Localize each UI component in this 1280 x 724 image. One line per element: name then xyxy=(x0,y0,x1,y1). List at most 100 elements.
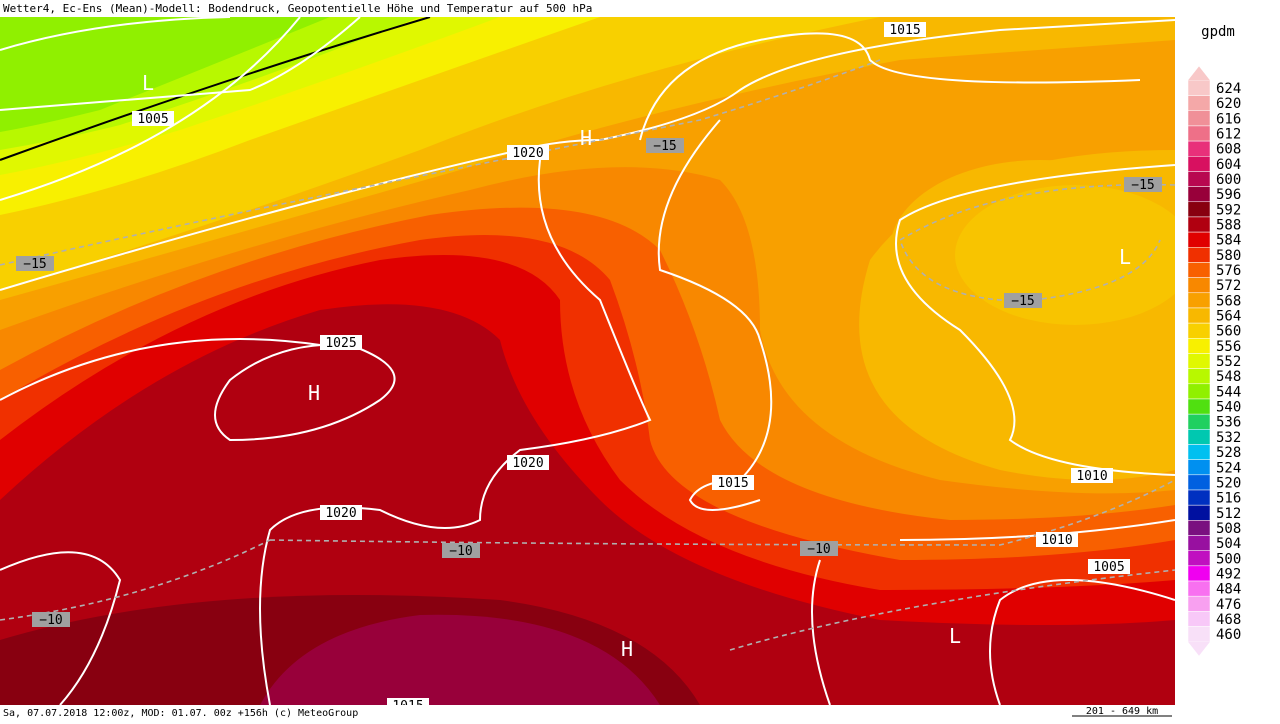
isotherm-label: −10 xyxy=(39,613,62,628)
legend-label: 620 xyxy=(1216,96,1241,112)
legend-unit: gpdm xyxy=(1201,24,1235,40)
isobar xyxy=(214,343,396,442)
map xyxy=(0,17,1175,705)
isobar-label-box xyxy=(1071,468,1113,483)
legend-swatch xyxy=(1187,95,1211,112)
legend-arrow-top xyxy=(1188,66,1210,81)
pressure-center: H xyxy=(308,381,320,405)
legend-label: 624 xyxy=(1216,81,1241,97)
pressure-center: L xyxy=(1119,245,1131,269)
legend-label: 560 xyxy=(1216,324,1241,340)
isotherm-label-box xyxy=(442,543,480,558)
isobar-label-box xyxy=(320,335,362,350)
isotherm-label: −15 xyxy=(653,139,676,154)
legend-swatch xyxy=(1187,368,1211,385)
footer-bar xyxy=(0,705,1175,720)
legend-label: 608 xyxy=(1216,142,1241,158)
isotherm-label: −15 xyxy=(1131,178,1154,193)
legend-label: 540 xyxy=(1216,400,1241,416)
legend-label: 600 xyxy=(1216,172,1241,188)
legend-label: 576 xyxy=(1216,263,1241,279)
legend-swatch xyxy=(1187,580,1211,597)
isobar-label: 1020 xyxy=(325,506,356,521)
legend-arrow-bottom xyxy=(1188,641,1210,656)
isobar-label-box xyxy=(507,455,549,470)
isobar xyxy=(0,19,1175,291)
legend-swatch xyxy=(1187,216,1211,233)
legend-label: 588 xyxy=(1216,218,1241,234)
isotherm xyxy=(899,183,1175,302)
scale-label: 201 - 649 km xyxy=(1086,706,1158,717)
legend-swatch xyxy=(1187,353,1211,369)
field-560-low xyxy=(955,185,1175,325)
isotherm-label-box xyxy=(16,256,54,271)
legend-label: 500 xyxy=(1216,551,1241,567)
legend-swatch xyxy=(1187,156,1211,172)
legend-label: 512 xyxy=(1216,506,1241,522)
pressure-center: L xyxy=(949,624,961,648)
legend-label: 556 xyxy=(1216,339,1241,355)
legend-label: 468 xyxy=(1216,612,1241,628)
legend-swatch xyxy=(1187,338,1211,354)
isotherm-label: −15 xyxy=(1011,294,1034,309)
legend-swatch xyxy=(1187,171,1211,187)
legend-swatch xyxy=(1187,80,1211,96)
legend-label: 532 xyxy=(1216,430,1241,446)
legend-label: 516 xyxy=(1216,491,1241,507)
legend-swatch xyxy=(1187,307,1211,324)
legend-swatch xyxy=(1187,110,1211,127)
legend-label: 592 xyxy=(1216,202,1241,218)
legend-label: 604 xyxy=(1216,157,1241,173)
legend-label: 552 xyxy=(1216,354,1241,370)
legend-label: 492 xyxy=(1216,566,1241,582)
legend-label: 612 xyxy=(1216,127,1241,143)
legend-swatch xyxy=(1187,429,1211,445)
isobar xyxy=(639,32,1141,511)
legend-label: 460 xyxy=(1216,627,1241,643)
pressure-center: H xyxy=(580,126,592,150)
legend-label: 544 xyxy=(1216,384,1241,400)
legend-swatch xyxy=(1187,595,1211,612)
map-labels: 1005 1020 1015 1025 1020 1015 1010 1020 1010 1005… xyxy=(16,22,1162,714)
legend-swatch xyxy=(1187,247,1211,263)
legend-label: 536 xyxy=(1216,415,1241,431)
isobar-label-box xyxy=(1088,559,1130,574)
isobar xyxy=(0,338,321,401)
isobar-label: 1015 xyxy=(717,476,748,491)
isobar-label: 1020 xyxy=(512,456,543,471)
legend-swatch xyxy=(1187,504,1211,521)
legend-label: 580 xyxy=(1216,248,1241,264)
legend-label: 508 xyxy=(1216,521,1241,537)
isobar-label: 1005 xyxy=(1093,560,1124,575)
legend-swatch xyxy=(1187,186,1211,203)
legend-swatch xyxy=(1187,277,1211,294)
legend-swatch xyxy=(1187,231,1211,248)
legend-label: 616 xyxy=(1216,111,1241,127)
legend-label: 524 xyxy=(1216,460,1241,476)
field-596 xyxy=(260,614,660,705)
isotherm-label: −10 xyxy=(449,544,472,559)
legend-swatch xyxy=(1187,626,1211,642)
isobar xyxy=(0,17,301,201)
isobar-label: 1025 xyxy=(325,336,356,351)
legend-swatch xyxy=(1187,474,1211,491)
legend-swatch xyxy=(1187,322,1211,339)
legend-swatch xyxy=(1187,444,1211,460)
legend-swatch xyxy=(1187,611,1211,627)
isobar xyxy=(811,559,831,705)
isotherm-label: −10 xyxy=(807,542,830,557)
legend-swatch xyxy=(1187,535,1211,551)
isobar-label: 1015 xyxy=(889,23,920,38)
legend-swatch xyxy=(1187,125,1211,142)
isotherm-label-box xyxy=(1124,177,1162,192)
legend-label: 476 xyxy=(1216,597,1241,613)
contour-540 xyxy=(0,17,431,161)
legend-swatch xyxy=(1187,489,1211,506)
legend-swatch xyxy=(1187,262,1211,278)
legend-swatch xyxy=(1187,383,1211,400)
legend-swatch xyxy=(1187,398,1211,415)
legend: 6246206166126086046005965925885845805765… xyxy=(1187,66,1241,656)
map-title: Wetter4, Ec-Ens (Mean)-Modell: Bodendruc… xyxy=(3,2,592,15)
legend-label: 584 xyxy=(1216,233,1241,249)
